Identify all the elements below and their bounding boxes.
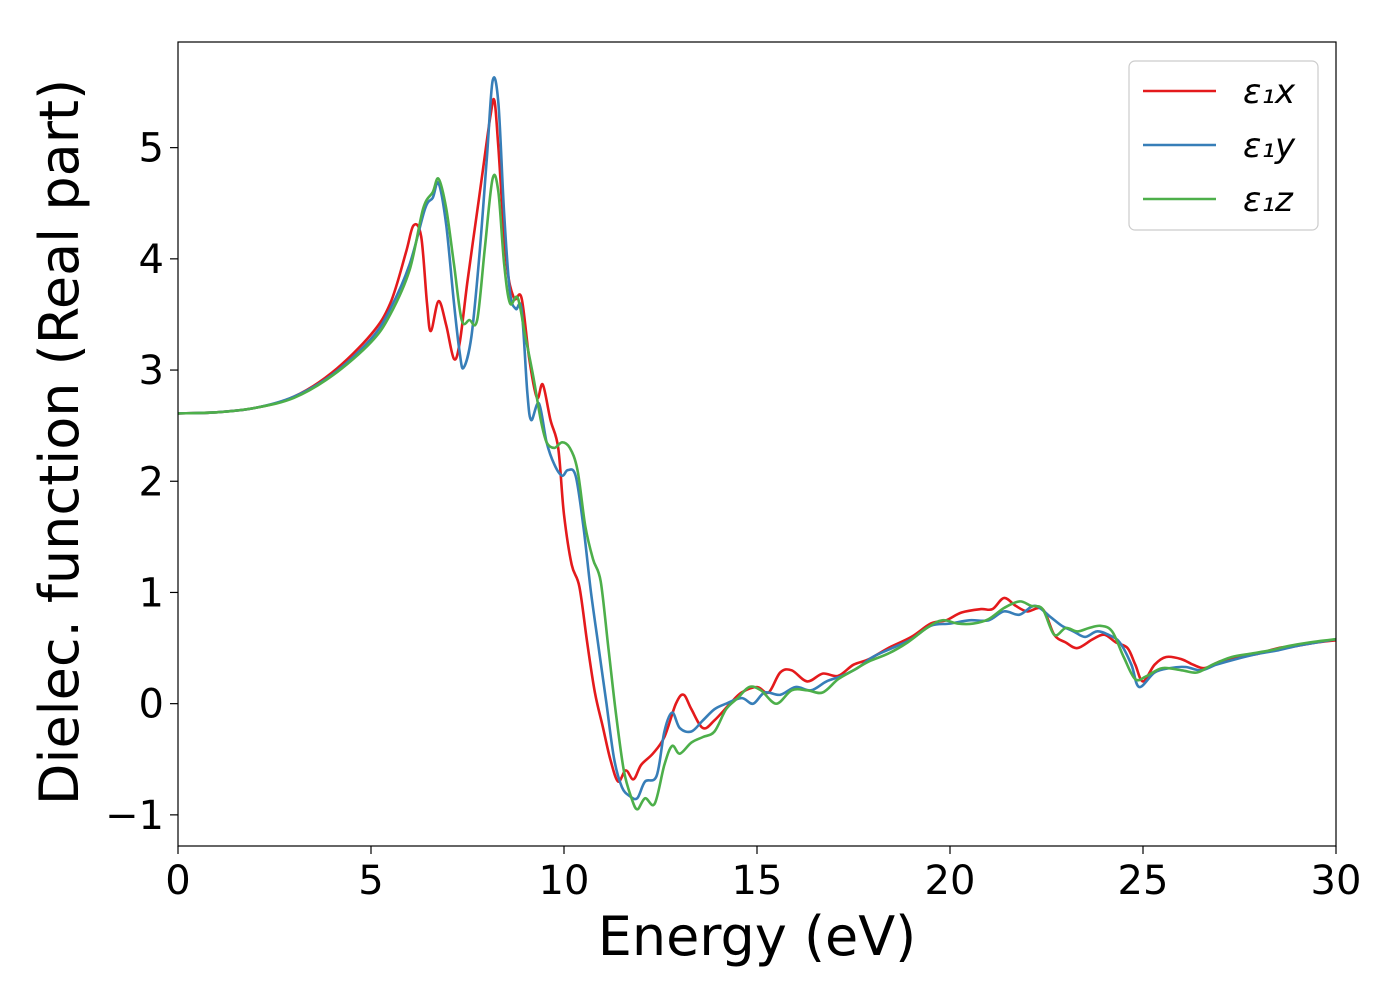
- x-tick-label: 30: [1311, 858, 1362, 904]
- series-line-2: [177, 173, 1337, 811]
- y-tick-label: 5: [139, 126, 164, 172]
- x-axis: 0 5 10 15 20 25 30: [165, 846, 1361, 904]
- legend-label: ε₁z: [1243, 180, 1294, 220]
- y-tick-label: 0: [139, 682, 164, 728]
- x-tick-label: 0: [165, 858, 190, 904]
- legend-label: ε₁x: [1243, 72, 1296, 112]
- y-tick-label: 4: [139, 237, 164, 283]
- x-tick-label: 5: [358, 858, 383, 904]
- y-tick-label: −1: [105, 793, 164, 839]
- x-axis-title: Energy (eV): [598, 905, 917, 968]
- y-axis: −1 0 1 2 3 4 5: [105, 126, 178, 839]
- x-tick-label: 15: [732, 858, 783, 904]
- legend-box: [1128, 60, 1319, 231]
- legend-label: ε₁y: [1243, 126, 1296, 166]
- y-tick-label: 2: [139, 459, 164, 505]
- y-tick-label: 3: [139, 348, 164, 394]
- series-line-1: [177, 76, 1337, 801]
- y-axis-title: Dielec. function (Real part): [28, 79, 91, 805]
- legend: ε₁x ε₁y ε₁z: [1128, 60, 1319, 231]
- x-tick-label: 10: [539, 858, 590, 904]
- series-line-0: [177, 97, 1337, 783]
- series-layer: [177, 76, 1337, 811]
- x-tick-label: 25: [1118, 858, 1169, 904]
- x-tick-label: 20: [925, 858, 976, 904]
- y-tick-label: 1: [139, 570, 164, 616]
